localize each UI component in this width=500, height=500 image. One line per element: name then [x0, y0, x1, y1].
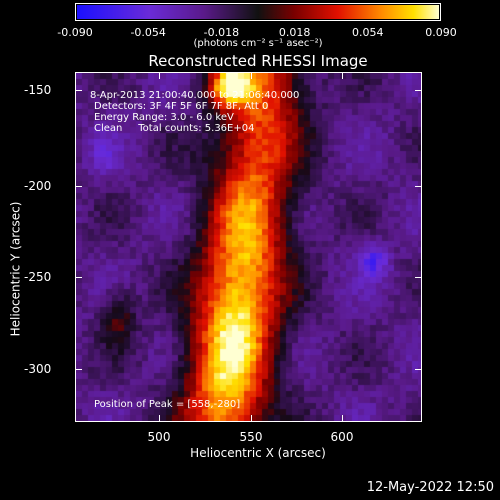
tick-mark — [415, 277, 422, 278]
image-plot: 8-Apr-2013 21:00:40.000 to 21:06:40.000 … — [75, 72, 422, 422]
x-axis-label: Heliocentric X (arcsec) — [190, 446, 326, 460]
footer-date: 12-May-2022 12:50 — [366, 480, 494, 495]
colorbar-tick-label: -0.090 — [57, 26, 93, 39]
peak-position-label: Position of Peak = [558,-280] — [94, 399, 241, 410]
info-energy-range: Energy Range: 3.0 - 6.0 keV — [94, 112, 234, 123]
y-tick-label: -300 — [24, 362, 52, 376]
tick-mark — [159, 72, 160, 79]
y-tick-label: -200 — [24, 179, 52, 193]
tick-mark — [75, 90, 82, 91]
info-counts: Clean Total counts: 5.36E+04 — [94, 123, 255, 134]
info-time-range: 8-Apr-2013 21:00:40.000 to 21:06:40.000 — [90, 90, 300, 101]
x-tick-label: 550 — [239, 430, 263, 444]
y-axis-label: Heliocentric Y (arcsec) — [8, 201, 23, 337]
rhessi-image — [76, 73, 421, 421]
colorbar-tick-label: 0.090 — [425, 26, 457, 39]
x-tick-label: 600 — [330, 430, 354, 444]
y-tick-label: -150 — [24, 83, 52, 97]
tick-mark — [75, 369, 82, 370]
colorbar-tick-label: -0.018 — [203, 26, 240, 39]
colorbar-tick-label: 0.018 — [278, 26, 311, 39]
colorbar-gradient — [77, 5, 439, 19]
x-tick-label: 500 — [147, 430, 171, 444]
y-tick-label: -250 — [24, 270, 52, 284]
tick-mark — [251, 72, 252, 79]
tick-mark — [415, 90, 422, 91]
tick-mark — [342, 415, 343, 422]
tick-mark — [75, 186, 82, 187]
tick-mark — [251, 415, 252, 422]
colorbar-tick-label: 0.054 — [352, 26, 384, 39]
colorbar — [75, 3, 441, 21]
colorbar-units: (photons cm⁻² s⁻¹ asec⁻²) — [193, 38, 323, 49]
tick-mark — [75, 277, 82, 278]
tick-mark — [415, 369, 422, 370]
colorbar-tick-label: -0.054 — [130, 26, 166, 39]
tick-mark — [159, 415, 160, 422]
plot-title: Reconstructed RHESSI Image — [148, 52, 368, 70]
tick-mark — [415, 186, 422, 187]
info-detectors: Detectors: 3F 4F 5F 6F 7F 8F, Att 0 — [94, 101, 269, 112]
tick-mark — [342, 72, 343, 79]
